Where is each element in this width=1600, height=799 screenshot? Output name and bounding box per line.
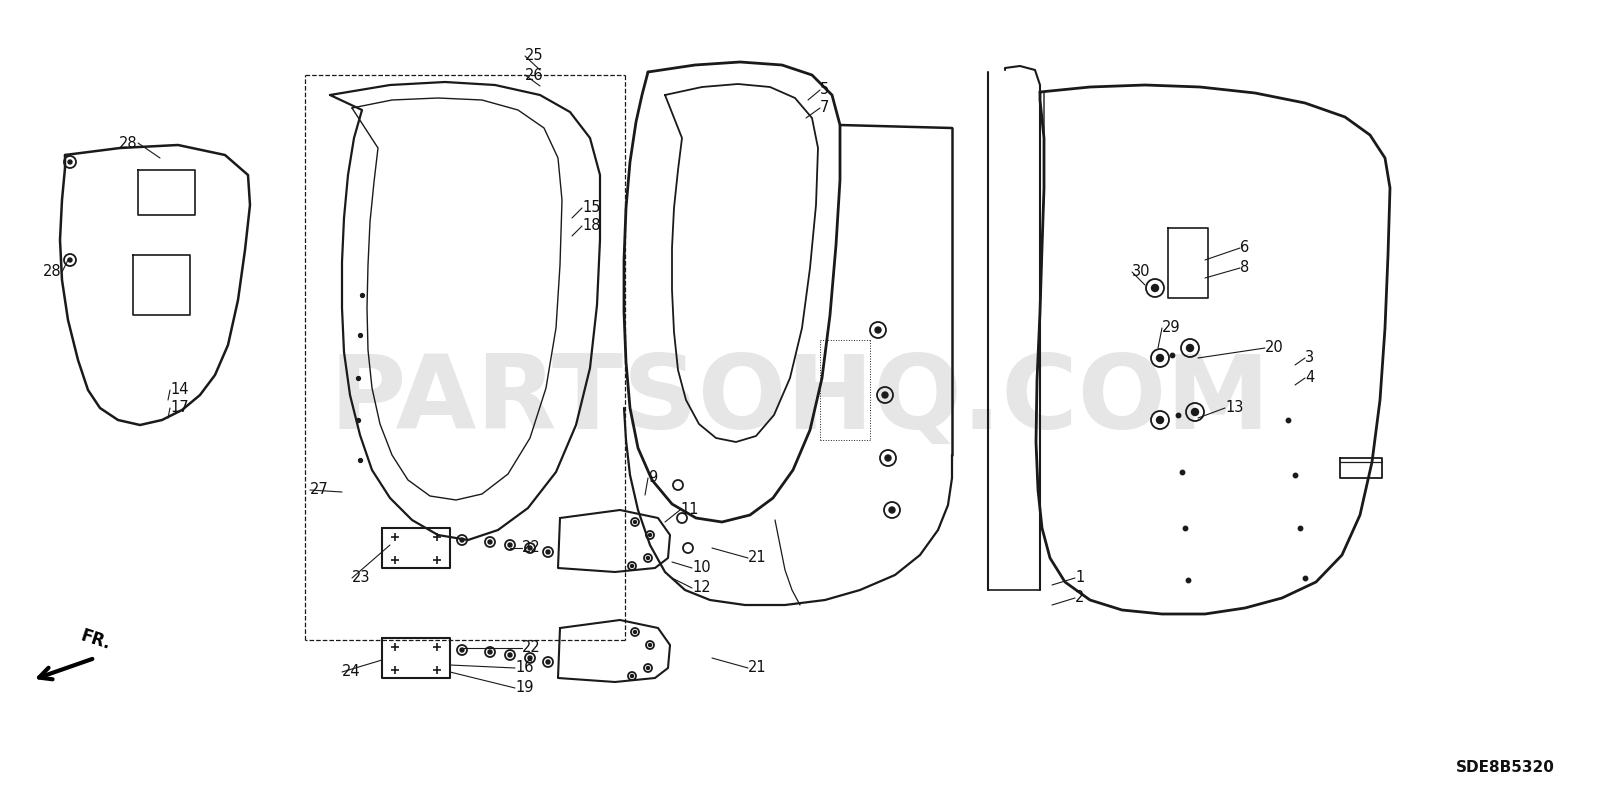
Circle shape bbox=[646, 556, 650, 559]
Circle shape bbox=[461, 648, 464, 652]
Text: FR.: FR. bbox=[78, 626, 114, 653]
Circle shape bbox=[1157, 416, 1163, 423]
Text: 28: 28 bbox=[43, 264, 62, 280]
Circle shape bbox=[461, 538, 464, 542]
Circle shape bbox=[488, 650, 493, 654]
Circle shape bbox=[67, 160, 72, 164]
Circle shape bbox=[885, 455, 891, 461]
Text: 14: 14 bbox=[170, 383, 189, 397]
Circle shape bbox=[890, 507, 894, 513]
Text: 12: 12 bbox=[691, 581, 710, 595]
Text: 9: 9 bbox=[648, 471, 658, 486]
Text: 29: 29 bbox=[1162, 320, 1181, 336]
Circle shape bbox=[1157, 355, 1163, 361]
Text: 8: 8 bbox=[1240, 260, 1250, 276]
Text: 23: 23 bbox=[352, 570, 371, 586]
Text: 13: 13 bbox=[1226, 400, 1243, 415]
Text: 3: 3 bbox=[1306, 351, 1314, 365]
Text: 11: 11 bbox=[680, 503, 699, 518]
Circle shape bbox=[528, 546, 531, 550]
Circle shape bbox=[509, 543, 512, 547]
Text: 17: 17 bbox=[170, 400, 189, 415]
Circle shape bbox=[630, 674, 634, 678]
Text: 18: 18 bbox=[582, 218, 600, 233]
Text: 15: 15 bbox=[582, 201, 600, 216]
Text: PARTSOHQ.COM: PARTSOHQ.COM bbox=[330, 349, 1270, 451]
Text: 19: 19 bbox=[515, 681, 533, 695]
Text: 20: 20 bbox=[1266, 340, 1283, 356]
Text: 2: 2 bbox=[1075, 590, 1085, 606]
Text: 25: 25 bbox=[525, 49, 544, 63]
Circle shape bbox=[634, 630, 637, 634]
Text: 22: 22 bbox=[522, 641, 541, 655]
Circle shape bbox=[1192, 408, 1198, 415]
Circle shape bbox=[509, 653, 512, 657]
Text: 1: 1 bbox=[1075, 570, 1085, 586]
Text: 26: 26 bbox=[525, 67, 544, 82]
Text: 16: 16 bbox=[515, 661, 533, 675]
Text: 22: 22 bbox=[522, 540, 541, 555]
Circle shape bbox=[1187, 344, 1194, 352]
Circle shape bbox=[882, 392, 888, 398]
Circle shape bbox=[546, 660, 550, 664]
Circle shape bbox=[648, 534, 651, 536]
Circle shape bbox=[528, 656, 531, 660]
Circle shape bbox=[1152, 284, 1158, 292]
Text: SDE8B5320: SDE8B5320 bbox=[1456, 761, 1555, 776]
Text: 5: 5 bbox=[819, 82, 829, 97]
Text: 30: 30 bbox=[1133, 264, 1150, 280]
Text: 21: 21 bbox=[749, 661, 766, 675]
Text: 27: 27 bbox=[310, 483, 328, 498]
Text: 10: 10 bbox=[691, 561, 710, 575]
Circle shape bbox=[630, 565, 634, 567]
Circle shape bbox=[646, 666, 650, 670]
Circle shape bbox=[488, 540, 493, 544]
Text: 6: 6 bbox=[1240, 240, 1250, 256]
Circle shape bbox=[634, 520, 637, 523]
Text: 4: 4 bbox=[1306, 371, 1314, 385]
Text: 21: 21 bbox=[749, 551, 766, 566]
Text: 24: 24 bbox=[342, 665, 360, 679]
Circle shape bbox=[67, 258, 72, 262]
Text: 7: 7 bbox=[819, 101, 829, 116]
Text: 28: 28 bbox=[120, 136, 138, 150]
Circle shape bbox=[546, 550, 550, 554]
Circle shape bbox=[648, 643, 651, 646]
Circle shape bbox=[875, 327, 882, 333]
